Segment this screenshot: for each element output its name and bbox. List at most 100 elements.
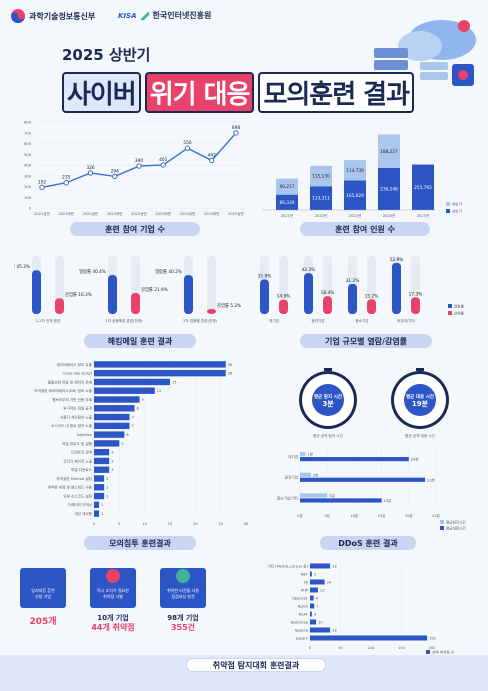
y-tick-label: Apache	[295, 628, 309, 632]
bar-label: 5	[121, 442, 123, 446]
data-label: 294	[111, 168, 119, 174]
bar	[94, 492, 105, 500]
bar	[310, 611, 312, 617]
data-point	[39, 184, 45, 191]
x-tick-label: 200	[429, 646, 437, 650]
title-part3: 모의훈련 결과	[258, 71, 415, 113]
x-tick-label: 2022년	[315, 213, 327, 218]
data-point	[112, 173, 118, 180]
bar-label: 5분	[329, 493, 335, 498]
monitor-icon	[36, 569, 50, 583]
legend-swatch	[446, 202, 450, 206]
clock-value: 19분	[412, 399, 429, 408]
x-tick-label: 2023하반	[155, 211, 171, 216]
y-tick-label: 외부 소스코드 설정	[63, 493, 92, 498]
x-tick-label: 2022상반	[83, 211, 99, 216]
bar	[94, 396, 140, 403]
y-tick-label: 웹브라우저 기반 인증 우회	[52, 397, 92, 402]
bar-track	[367, 256, 376, 314]
x-tick-label: 2025상반	[228, 211, 244, 216]
bar	[310, 563, 331, 569]
bar-label: 15분	[384, 498, 393, 503]
y-tick-label: NET	[301, 572, 309, 576]
pill-people: 훈련 참여 인원 수	[300, 222, 430, 236]
legend-label: 상반기	[452, 209, 462, 214]
legend-label: 열람률	[454, 304, 465, 309]
bar	[300, 457, 409, 462]
x-tick-label: 1차 공동해킹 훈련(전체)	[105, 318, 143, 323]
y-tick-label: 500	[24, 153, 32, 157]
x-tick-label: 2024년	[383, 213, 395, 218]
y-tick-label: 불필요한 파일 및 페이지 존재	[48, 379, 92, 384]
bar	[310, 619, 317, 625]
y-tick-label: PHP	[301, 588, 309, 592]
x-tick-label: 25분	[432, 513, 441, 518]
legend-label: 감염률	[454, 311, 465, 316]
clock-caption: 평균 대응 시간	[406, 393, 435, 400]
y-tick-label: 600	[24, 142, 32, 146]
stat-value: 205개	[29, 615, 56, 627]
x-tick-label: 30	[244, 522, 249, 526]
kisa-swoosh-icon	[139, 10, 150, 21]
x-tick-label: 20분	[405, 513, 414, 518]
bar-label: 1분	[307, 452, 313, 457]
y-tick-label: 대기업	[288, 454, 298, 459]
bar	[94, 387, 155, 394]
legend-swatch	[426, 650, 430, 654]
stopwatch-center	[312, 384, 344, 416]
bar-label: 7	[131, 424, 133, 428]
data-point	[233, 130, 239, 136]
bar-label: 1	[101, 512, 103, 516]
x-tick-label: 50	[338, 646, 343, 650]
y-tick-label: 300	[24, 174, 32, 178]
bar	[108, 274, 117, 314]
bar-label: 52.9%	[390, 257, 404, 263]
bar-label: 2	[106, 486, 108, 490]
bar	[94, 448, 110, 456]
bar-label: 115,130	[312, 174, 330, 180]
bar-label: 14.9%	[277, 294, 291, 300]
stat-card-text: 신청 기업	[35, 593, 51, 599]
bar-label: 20분	[411, 457, 420, 462]
stat-value: 98개 기업	[167, 613, 199, 622]
bar-label: 열람률 40.4%	[79, 268, 106, 275]
bar	[300, 477, 426, 482]
bar-first-half	[412, 164, 434, 210]
x-tick-label: 15	[168, 522, 173, 526]
stat-value: 10개 기업	[97, 613, 129, 622]
people-bar-chart: 86,330 90,257 2021년 133,311 115,130 2022년 165,…	[262, 134, 462, 218]
pill-hacking: 해킹메일 훈련 결과	[84, 334, 196, 348]
x-tick-label: 대기업	[269, 318, 279, 323]
data-label: 192	[38, 179, 46, 185]
x-tick-label: 2024하반	[204, 211, 220, 216]
bar-label: 10	[318, 620, 323, 624]
bar-label: 9	[142, 398, 145, 402]
bar	[94, 378, 170, 386]
bar-label: 감염률 16.3%	[65, 291, 92, 298]
bar-label: 15.2%	[365, 293, 379, 299]
bar	[304, 273, 313, 314]
bar-label: 17.3%	[409, 291, 423, 297]
bar	[310, 635, 428, 641]
legend-label: 평균대응시간	[446, 526, 467, 531]
y-tick-label: IIS	[304, 580, 309, 584]
y-tick-label: RSAF	[299, 612, 308, 616]
bar	[94, 405, 135, 412]
bar-label: 열람률 45.3%	[14, 263, 30, 270]
data-label: 556	[183, 140, 191, 146]
bar-label: 6	[316, 596, 319, 600]
data-point	[63, 180, 69, 186]
y-tick-label: 200	[24, 185, 32, 189]
x-tick-label: 2021상반	[34, 211, 50, 216]
y-tick-label: 디렉토리 검색	[71, 450, 92, 455]
bar-label: 3	[314, 612, 316, 616]
legend-swatch	[440, 526, 444, 530]
bar-label: 33	[332, 628, 337, 632]
legend-swatch	[446, 209, 450, 213]
bar-label: 236,246	[380, 187, 398, 193]
bar-label: 42.3%	[302, 267, 316, 273]
bar	[94, 510, 100, 517]
bar-first-half	[378, 168, 400, 210]
